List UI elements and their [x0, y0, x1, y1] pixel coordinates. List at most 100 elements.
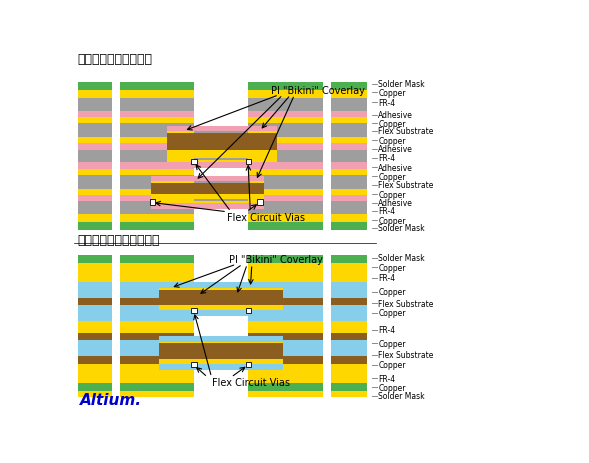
Bar [120, 118, 194, 124]
Bar [248, 375, 323, 383]
Bar [248, 189, 323, 196]
Bar [78, 306, 112, 321]
Bar [248, 298, 323, 306]
Bar [331, 138, 366, 144]
Text: Flex Substrate: Flex Substrate [378, 181, 434, 190]
Bar [150, 200, 155, 206]
Text: Copper: Copper [378, 308, 406, 318]
Bar [248, 176, 263, 181]
Bar [248, 82, 323, 91]
Bar [248, 223, 323, 231]
Bar [78, 99, 112, 112]
Bar [331, 321, 366, 333]
Bar [248, 282, 283, 288]
Text: FR-4: FR-4 [378, 274, 395, 283]
Bar [248, 138, 323, 144]
Text: Flex Circuit Vias: Flex Circuit Vias [227, 213, 305, 222]
Bar [248, 306, 323, 321]
Bar [120, 271, 194, 282]
Bar [248, 163, 277, 169]
Bar [248, 333, 323, 341]
Bar [194, 344, 248, 359]
Bar [159, 344, 194, 359]
Bar [331, 144, 366, 150]
Bar [120, 356, 194, 364]
Text: FR-4: FR-4 [378, 154, 395, 163]
Bar [194, 336, 248, 342]
Bar [120, 150, 194, 163]
Bar [120, 196, 194, 202]
Bar [248, 383, 323, 391]
Bar [78, 112, 112, 118]
Bar [248, 163, 323, 169]
Bar [151, 176, 194, 209]
Text: FR-4: FR-4 [378, 207, 395, 216]
Bar [248, 196, 323, 202]
Bar [120, 112, 194, 118]
Bar [159, 282, 194, 317]
Text: Copper: Copper [378, 119, 406, 128]
Bar [159, 336, 194, 342]
Text: Solder Mask: Solder Mask [378, 391, 425, 400]
Bar [78, 163, 112, 169]
Bar [159, 282, 194, 288]
Bar [194, 290, 248, 305]
Bar [248, 336, 283, 370]
Bar [191, 308, 197, 314]
Text: 不带粘接剂的软硬板压合: 不带粘接剂的软硬板压合 [78, 233, 160, 246]
Bar [120, 82, 194, 91]
Text: Adhesive: Adhesive [378, 111, 413, 120]
Bar [248, 263, 323, 271]
Bar [120, 341, 194, 356]
Bar [194, 336, 248, 370]
Bar [248, 118, 323, 124]
Text: PI "Bikini" Coverlay: PI "Bikini" Coverlay [229, 255, 323, 264]
Bar [331, 82, 366, 91]
Bar [78, 202, 112, 214]
Bar [331, 255, 366, 263]
Bar [78, 271, 112, 282]
Bar [78, 255, 112, 263]
Bar [331, 383, 366, 391]
Bar [194, 176, 248, 181]
Bar [248, 321, 323, 333]
Bar [331, 298, 366, 306]
Bar [78, 341, 112, 356]
Bar [248, 271, 323, 282]
Text: Flex Substrate: Flex Substrate [378, 127, 434, 136]
Bar [78, 82, 112, 231]
Bar [248, 126, 277, 169]
Bar [78, 196, 112, 202]
Bar [248, 99, 323, 112]
Bar [331, 82, 366, 231]
Bar [248, 82, 323, 231]
Bar [120, 223, 194, 231]
Bar [248, 144, 323, 150]
Bar [78, 189, 112, 196]
Bar [78, 118, 112, 124]
Bar [78, 263, 112, 271]
Bar [78, 175, 112, 189]
Text: Flex Circuit Vias: Flex Circuit Vias [211, 377, 290, 388]
Bar [331, 364, 366, 375]
Text: Flex Substrate: Flex Substrate [378, 299, 434, 308]
Bar [120, 255, 194, 263]
Bar [194, 282, 248, 288]
Bar [331, 91, 366, 99]
Bar [191, 362, 197, 368]
Bar [331, 255, 366, 397]
Text: Adhesive: Adhesive [378, 145, 413, 154]
Bar [120, 263, 194, 271]
Bar [331, 263, 366, 271]
Bar [331, 112, 366, 118]
Bar [78, 333, 112, 341]
Text: Copper: Copper [378, 89, 406, 98]
Bar [194, 364, 248, 370]
Text: Copper: Copper [378, 339, 406, 348]
Bar [78, 138, 112, 144]
Bar [194, 131, 248, 134]
Bar [248, 282, 283, 317]
Text: Copper: Copper [378, 263, 406, 272]
Bar [120, 282, 194, 298]
Bar [331, 271, 366, 282]
